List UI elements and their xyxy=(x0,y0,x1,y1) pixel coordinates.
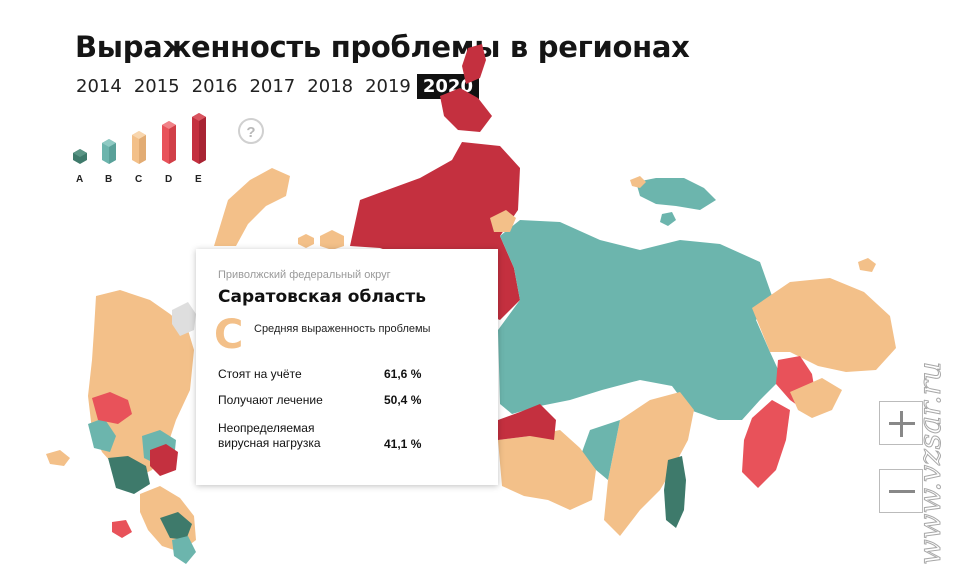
tooltip-district: Приволжский федеральный округ xyxy=(218,269,391,281)
map-region[interactable] xyxy=(858,258,876,272)
legend-label-e: E xyxy=(195,174,202,185)
map-region[interactable] xyxy=(462,44,486,84)
year-tab-2018[interactable]: 2018 xyxy=(307,76,354,97)
map-region[interactable] xyxy=(88,290,194,478)
map-region[interactable] xyxy=(46,450,70,466)
year-tab-2019[interactable]: 2019 xyxy=(365,76,411,97)
map-region[interactable] xyxy=(498,430,596,510)
year-tab-2017[interactable]: 2017 xyxy=(249,76,296,97)
tooltip-row-label: Стоят на учёте xyxy=(218,367,302,381)
map-region[interactable] xyxy=(660,212,676,226)
map-region[interactable] xyxy=(112,520,132,538)
watermark: www.vzsar.ru xyxy=(913,361,949,565)
map-region[interactable] xyxy=(790,378,842,418)
tooltip-grade-letter: C xyxy=(214,312,244,358)
map-region[interactable] xyxy=(498,220,782,420)
minus-icon xyxy=(889,490,915,493)
tooltip-region-name: Саратовская область xyxy=(218,287,426,307)
map-region[interactable] xyxy=(108,456,150,494)
zoom-in-button[interactable] xyxy=(879,401,923,445)
legend-bar-c xyxy=(132,131,146,164)
map-region[interactable] xyxy=(582,420,620,480)
tooltip-row-value: 41,1 % xyxy=(384,437,422,451)
map-region[interactable] xyxy=(160,512,192,540)
map-region[interactable] xyxy=(150,444,178,476)
legend: A B C D E xyxy=(65,110,225,190)
legend-bar-d xyxy=(162,121,176,164)
map-region[interactable] xyxy=(630,176,646,188)
legend-bar-e xyxy=(192,113,206,164)
zoom-out-button[interactable] xyxy=(879,469,923,513)
map-region[interactable] xyxy=(742,400,790,488)
map-region[interactable] xyxy=(214,168,290,246)
watermark-text: www.vzsar.ru xyxy=(913,362,948,565)
legend-bar-a xyxy=(73,149,87,164)
tooltip-grade-description: Средняя выраженность проблемы xyxy=(254,323,431,335)
year-tab-2016[interactable]: 2016 xyxy=(191,76,238,97)
legend-label-b: B xyxy=(105,174,113,185)
map-region[interactable] xyxy=(92,392,132,424)
legend-bar-b xyxy=(102,139,116,164)
help-button[interactable]: ? xyxy=(238,118,264,144)
legend-label-d: D xyxy=(165,174,173,185)
legend-bars xyxy=(73,113,206,164)
year-tab-2014[interactable]: 2014 xyxy=(76,76,122,97)
map-region[interactable] xyxy=(320,230,344,250)
map-region[interactable] xyxy=(88,418,116,452)
tooltip-row-value: 61,6 % xyxy=(384,367,422,381)
map-region[interactable] xyxy=(498,404,556,440)
map-region[interactable] xyxy=(490,210,516,232)
map-region[interactable] xyxy=(172,536,196,564)
map-region[interactable] xyxy=(604,392,694,536)
map-region[interactable] xyxy=(636,178,716,210)
region-tooltip: Приволжский федеральный округ Саратовска… xyxy=(196,249,498,485)
page-title: Выраженность проблемы в регионах xyxy=(75,30,690,64)
map-region[interactable] xyxy=(440,88,492,132)
map-region[interactable] xyxy=(172,302,196,336)
legend-label-c: C xyxy=(135,174,143,185)
legend-label-a: A xyxy=(76,174,84,185)
map-region[interactable] xyxy=(752,278,896,372)
plus-icon xyxy=(889,411,915,437)
tooltip-row-label: Неопределяемая вирусная нагрузка xyxy=(218,421,321,450)
tooltip-row-value: 50,4 % xyxy=(384,393,422,407)
tooltip-row-label: Получают лечение xyxy=(218,393,323,407)
map-region[interactable] xyxy=(664,456,686,528)
map-region[interactable] xyxy=(298,234,314,248)
year-tab-2015[interactable]: 2015 xyxy=(133,76,180,97)
